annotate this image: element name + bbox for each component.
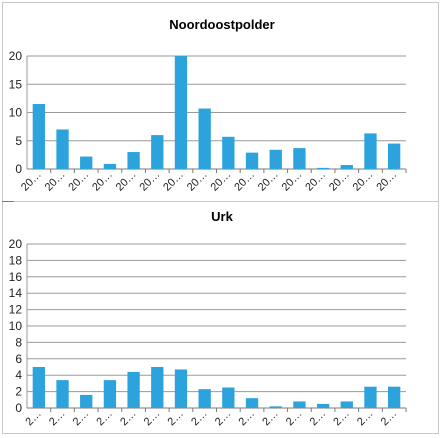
y-tick-label: 18 bbox=[9, 253, 23, 267]
x-tick-label: 20… bbox=[19, 169, 44, 194]
y-tick-label: 0 bbox=[15, 401, 22, 415]
bar bbox=[222, 136, 235, 169]
bar bbox=[198, 108, 211, 169]
y-tick-label: 4 bbox=[15, 368, 22, 382]
bar bbox=[245, 152, 259, 169]
bar bbox=[103, 380, 117, 408]
y-tick-label: 10 bbox=[9, 106, 23, 120]
bar bbox=[269, 406, 282, 408]
bar bbox=[269, 149, 282, 169]
chart-divider bbox=[2, 201, 439, 202]
bar bbox=[222, 387, 235, 408]
bar bbox=[127, 371, 140, 408]
chart-divider-accent bbox=[2, 201, 14, 202]
y-tick-label: 14 bbox=[9, 286, 23, 300]
x-tick-label: 2… bbox=[189, 408, 210, 429]
y-tick-label: 20 bbox=[9, 49, 23, 63]
bar bbox=[151, 135, 164, 169]
bar bbox=[174, 369, 188, 408]
x-tick-label: 2… bbox=[284, 408, 305, 429]
bar bbox=[293, 401, 306, 408]
bar bbox=[80, 394, 93, 408]
bar bbox=[151, 367, 164, 408]
bar bbox=[387, 386, 401, 408]
x-tick-label: 2… bbox=[47, 408, 68, 429]
x-tick-label: 2… bbox=[308, 408, 329, 429]
x-tick-label: 20… bbox=[161, 169, 186, 194]
bar bbox=[316, 167, 330, 169]
x-tick-label: 20… bbox=[280, 169, 305, 194]
bar bbox=[103, 163, 117, 169]
bar bbox=[127, 152, 140, 169]
bar bbox=[316, 403, 330, 408]
bar bbox=[198, 389, 211, 408]
y-tick-label: 16 bbox=[9, 270, 23, 284]
x-tick-label: 2… bbox=[94, 408, 115, 429]
x-tick-label: 20… bbox=[185, 169, 210, 194]
noordoostpolder-plot: 0510152020…20…20…20…20…20…20…20…20…20…20… bbox=[9, 49, 407, 194]
y-tick-label: 5 bbox=[15, 134, 22, 148]
x-tick-label: 20… bbox=[327, 169, 352, 194]
y-tick-label: 15 bbox=[9, 77, 23, 91]
bar bbox=[80, 156, 93, 169]
x-tick-label: 2… bbox=[355, 408, 376, 429]
bar bbox=[293, 148, 306, 169]
x-tick-label: 20… bbox=[351, 169, 376, 194]
chart-container bbox=[2, 2, 439, 434]
x-tick-label: 2… bbox=[260, 408, 281, 429]
bar bbox=[56, 380, 69, 408]
x-tick-label: 20… bbox=[114, 169, 139, 194]
y-tick-label: 2 bbox=[15, 385, 22, 399]
x-tick-label: 2… bbox=[331, 408, 352, 429]
x-tick-label: 2… bbox=[237, 408, 258, 429]
bar bbox=[174, 56, 188, 169]
bar bbox=[364, 133, 377, 169]
y-tick-label: 8 bbox=[15, 335, 22, 349]
chart-title-urk: Urk bbox=[211, 209, 233, 224]
bar bbox=[56, 129, 69, 169]
bar bbox=[245, 398, 259, 408]
y-tick-label: 12 bbox=[9, 303, 23, 317]
x-tick-label: 2… bbox=[118, 408, 139, 429]
x-tick-label: 20… bbox=[303, 169, 328, 194]
x-tick-label: 20… bbox=[374, 169, 399, 194]
x-tick-label: 2… bbox=[165, 408, 186, 429]
y-tick-label: 20 bbox=[9, 237, 23, 251]
x-tick-label: 20… bbox=[90, 169, 115, 194]
x-tick-label: 2… bbox=[379, 408, 400, 429]
x-tick-label: 2… bbox=[213, 408, 234, 429]
x-tick-label: 20… bbox=[66, 169, 91, 194]
x-tick-label: 20… bbox=[209, 169, 234, 194]
y-tick-label: 0 bbox=[15, 162, 22, 176]
x-tick-label: 2… bbox=[23, 408, 44, 429]
x-tick-label: 20… bbox=[232, 169, 257, 194]
bar bbox=[340, 401, 353, 408]
chart-title-noordoostpolder: Noordoostpolder bbox=[169, 17, 274, 32]
bar bbox=[32, 367, 46, 408]
bar bbox=[364, 386, 377, 408]
x-tick-label: 20… bbox=[137, 169, 162, 194]
bar bbox=[387, 143, 401, 169]
x-tick-label: 20… bbox=[256, 169, 281, 194]
y-tick-label: 6 bbox=[15, 352, 22, 366]
bar bbox=[32, 104, 46, 169]
x-tick-label: 2… bbox=[71, 408, 92, 429]
x-tick-label: 20… bbox=[43, 169, 68, 194]
x-tick-label: 2… bbox=[142, 408, 163, 429]
y-tick-label: 10 bbox=[9, 319, 23, 333]
bar bbox=[340, 165, 353, 169]
